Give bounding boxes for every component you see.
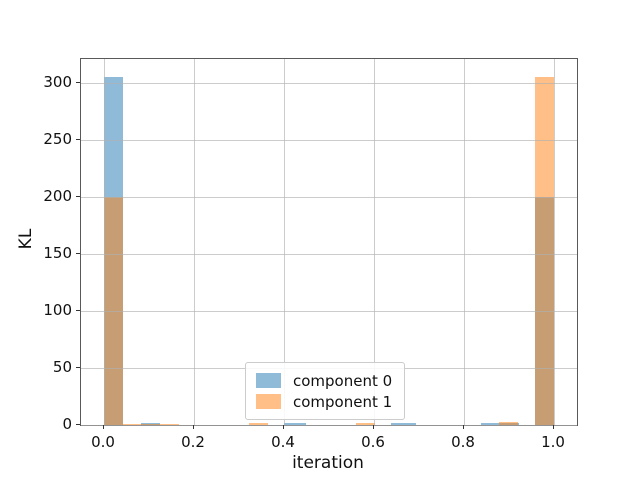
histogram-bar-component-0 [284, 422, 307, 425]
gridline-horizontal [81, 254, 577, 255]
y-tick-mark [76, 196, 80, 197]
histogram-bar-component-0 [391, 422, 416, 425]
y-tick-mark [76, 310, 80, 311]
gridline-vertical [194, 59, 195, 425]
y-axis-title: KL [16, 228, 36, 250]
histogram-bar-component-1 [248, 423, 268, 425]
y-tick-label: 150 [43, 244, 72, 262]
legend-entry-component-0: component 0 [256, 370, 394, 391]
x-tick-label: 0.0 [91, 433, 115, 451]
x-tick-mark [553, 425, 554, 429]
x-axis-title: iteration [292, 453, 364, 473]
gridline-horizontal [81, 425, 577, 426]
gridline-horizontal [81, 311, 577, 312]
y-tick-mark [76, 139, 80, 140]
y-tick-mark [76, 367, 80, 368]
histogram-bar-component-1 [122, 423, 180, 425]
y-tick-label: 50 [52, 358, 72, 376]
histogram-bar-component-1 [499, 421, 518, 425]
x-tick-mark [463, 425, 464, 429]
y-tick-label: 100 [43, 301, 72, 319]
legend-box: component 0 component 1 [245, 362, 405, 420]
gridline-vertical [464, 59, 465, 425]
x-tick-label: 0.4 [271, 433, 295, 451]
histogram-bar-component-1 [535, 77, 554, 425]
plot-area: component 0 component 1 [80, 58, 578, 426]
y-tick-label: 300 [43, 72, 72, 91]
y-tick-mark [76, 81, 80, 83]
x-tick-label: 1.0 [541, 433, 565, 451]
x-tick-mark [103, 425, 104, 429]
y-tick-label: 250 [43, 130, 72, 148]
x-tick-label: 0.2 [181, 433, 205, 451]
x-tick-mark [283, 425, 284, 429]
legend-label: component 1 [293, 392, 393, 411]
gridline-vertical [284, 59, 285, 425]
legend-swatch-component-0 [256, 373, 281, 388]
y-tick-label: 200 [43, 187, 72, 205]
gridline-horizontal [81, 140, 577, 141]
gridline-vertical [554, 59, 555, 425]
x-tick-label: 0.8 [451, 433, 475, 451]
gridline-horizontal [81, 197, 577, 198]
y-tick-label: 0 [62, 415, 72, 433]
legend-entry-component-1: component 1 [256, 391, 394, 412]
x-tick-mark [193, 425, 194, 429]
legend-label: component 0 [293, 371, 393, 390]
gridline-vertical [104, 59, 105, 425]
legend-swatch-component-1 [256, 394, 281, 409]
y-tick-mark [76, 253, 80, 254]
histogram-bar-component-1 [356, 422, 375, 425]
y-tick-mark [76, 424, 80, 425]
gridline-horizontal [81, 82, 577, 84]
x-tick-label: 0.6 [361, 433, 385, 451]
gridline-vertical [374, 59, 375, 425]
x-tick-mark [373, 425, 374, 429]
